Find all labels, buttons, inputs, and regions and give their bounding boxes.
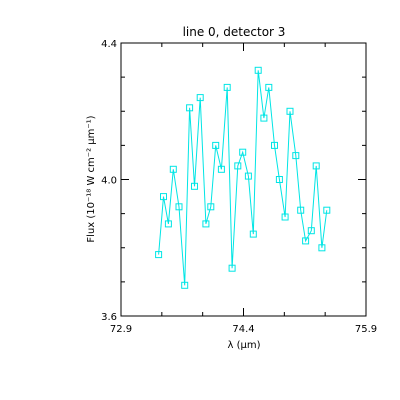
data-point-marker <box>196 94 204 102</box>
y-axis: 3.6 4.0 4.4 <box>101 39 366 323</box>
data-point-marker <box>191 182 198 190</box>
data-point-marker <box>181 281 189 289</box>
x-tick-label: 72.9 <box>110 324 132 335</box>
x-tick-label: 75.9 <box>355 324 377 335</box>
data-point-marker <box>260 114 268 122</box>
x-axis-label: λ (μm) <box>227 340 260 351</box>
data-point-marker <box>244 172 252 180</box>
data-point-marker <box>302 237 310 245</box>
data-point-marker <box>234 162 242 170</box>
data-point-marker <box>318 244 326 252</box>
y-tick-label: 4.4 <box>101 39 117 50</box>
data-point-marker <box>286 107 294 115</box>
x-tick-label: 74.4 <box>232 324 254 335</box>
data-point-marker <box>228 264 236 272</box>
data-point-marker <box>164 220 172 228</box>
data-point-marker <box>307 227 315 235</box>
chart-title: line 0, detector 3 <box>183 25 286 39</box>
data-point-marker <box>202 220 210 228</box>
plot-frame <box>120 42 367 317</box>
data-point-marker <box>169 165 177 173</box>
data-point-marker <box>223 83 231 91</box>
data-point-marker <box>207 203 215 211</box>
data-point-marker <box>239 148 247 156</box>
data-point-marker <box>292 152 300 160</box>
data-point-marker <box>186 104 194 112</box>
data-point-marker <box>217 165 225 173</box>
data-point-marker <box>212 141 220 149</box>
data-point-marker <box>249 230 257 238</box>
data-point-marker <box>265 83 273 91</box>
series-line <box>158 70 328 286</box>
y-tick-label: 3.6 <box>101 312 117 323</box>
x-axis: 72.9 74.4 75.9 <box>110 43 377 335</box>
data-point-marker <box>275 176 283 183</box>
data-point-marker <box>271 141 278 149</box>
y-tick-label: 4.0 <box>101 176 117 187</box>
data-point-marker <box>323 206 331 214</box>
data-point-marker <box>175 203 183 211</box>
y-axis-label: Flux (10⁻¹⁸ W cm⁻² μm⁻¹) <box>86 115 97 242</box>
data-point-marker <box>160 193 167 201</box>
data-point-marker <box>312 162 320 170</box>
series-flux <box>155 66 331 289</box>
data-point-marker <box>155 251 163 259</box>
data-point-marker <box>281 213 289 221</box>
data-point-marker <box>254 66 262 74</box>
data-point-marker <box>297 206 305 214</box>
